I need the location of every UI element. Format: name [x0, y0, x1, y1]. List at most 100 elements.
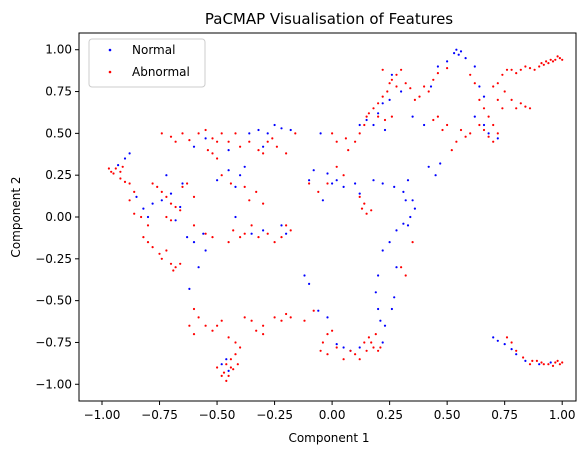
plot-area — [79, 33, 576, 401]
data-point-abnormal — [365, 115, 368, 118]
data-point-abnormal — [227, 336, 230, 339]
data-point-abnormal — [501, 107, 504, 110]
data-point-abnormal — [547, 62, 550, 65]
data-point-normal — [342, 346, 345, 349]
data-point-abnormal — [496, 98, 499, 101]
data-point-abnormal — [308, 182, 311, 185]
data-point-abnormal — [321, 341, 324, 344]
data-point-abnormal — [222, 371, 226, 374]
data-point-abnormal — [478, 98, 481, 101]
data-point-abnormal — [114, 167, 117, 170]
data-point-abnormal — [556, 359, 559, 362]
data-point-abnormal — [128, 182, 131, 185]
data-point-normal — [227, 149, 230, 152]
data-point-abnormal — [229, 358, 232, 361]
data-point-abnormal — [225, 379, 228, 382]
data-point-abnormal — [234, 341, 237, 344]
data-point-abnormal — [179, 262, 182, 265]
data-point-abnormal — [524, 105, 527, 108]
data-point-abnormal — [216, 366, 219, 369]
data-point-abnormal — [365, 349, 368, 352]
data-point-abnormal — [363, 341, 366, 344]
data-point-abnormal — [354, 353, 357, 356]
data-point-abnormal — [232, 368, 235, 371]
data-point-normal — [446, 60, 449, 63]
data-point-abnormal — [140, 215, 143, 219]
data-point-abnormal — [335, 165, 338, 168]
data-point-abnormal — [326, 333, 329, 336]
series-normal — [117, 48, 552, 372]
data-point-normal — [308, 179, 311, 182]
data-point-abnormal — [558, 363, 562, 366]
data-point-abnormal — [128, 199, 131, 202]
data-point-abnormal — [436, 115, 439, 118]
data-point-normal — [146, 215, 150, 219]
data-point-abnormal — [266, 140, 269, 143]
data-point-abnormal — [395, 73, 398, 76]
data-point-normal — [317, 309, 320, 312]
data-point-abnormal — [342, 358, 345, 361]
y-tick-label: −1.00 — [35, 377, 72, 391]
data-point-abnormal — [181, 132, 184, 135]
data-point-abnormal — [545, 60, 548, 63]
data-point-abnormal — [505, 68, 509, 71]
data-point-abnormal — [227, 140, 230, 143]
data-point-abnormal — [436, 72, 439, 75]
data-point-normal — [289, 128, 292, 132]
legend: Normal Abnormal — [88, 38, 206, 88]
data-point-normal — [487, 132, 490, 135]
data-point-normal — [459, 50, 463, 53]
data-point-abnormal — [549, 58, 552, 61]
data-point-normal — [192, 241, 196, 244]
data-point-abnormal — [119, 177, 122, 180]
data-point-abnormal — [542, 363, 545, 366]
data-point-abnormal — [404, 274, 407, 277]
data-point-normal — [123, 157, 127, 160]
data-point-normal — [395, 229, 398, 232]
data-point-abnormal — [165, 249, 168, 252]
data-point-normal — [216, 179, 219, 182]
data-point-abnormal — [179, 209, 182, 212]
data-point-normal — [257, 128, 260, 132]
data-point-abnormal — [239, 346, 242, 349]
data-point-normal — [117, 164, 120, 167]
data-point-abnormal — [174, 140, 177, 143]
data-point-abnormal — [204, 324, 207, 327]
data-point-abnormal — [169, 202, 173, 205]
y-tick-label: 0.75 — [45, 85, 72, 99]
data-point-abnormal — [423, 85, 426, 88]
data-point-abnormal — [271, 137, 274, 140]
data-point-normal — [381, 102, 384, 105]
data-point-abnormal — [232, 229, 235, 232]
data-point-abnormal — [501, 73, 504, 76]
data-point-abnormal — [331, 132, 334, 135]
data-point-normal — [188, 287, 191, 290]
data-point-abnormal — [255, 190, 258, 193]
data-point-abnormal — [158, 252, 161, 255]
data-point-normal — [243, 165, 246, 168]
data-point-abnormal — [496, 132, 499, 135]
data-point-abnormal — [538, 65, 541, 68]
data-point-normal — [377, 307, 380, 311]
x-tick-label: 0.25 — [376, 408, 403, 422]
data-point-abnormal — [227, 241, 230, 244]
x-tick-label: −0.50 — [199, 408, 236, 422]
data-point-abnormal — [119, 170, 122, 173]
data-point-abnormal — [390, 115, 393, 118]
data-point-normal — [400, 90, 403, 93]
data-point-abnormal — [342, 174, 345, 177]
data-point-normal — [482, 95, 486, 98]
data-point-normal — [411, 199, 414, 202]
data-point-abnormal — [358, 132, 361, 135]
data-point-normal — [250, 232, 253, 235]
data-point-normal — [374, 291, 377, 294]
data-point-abnormal — [160, 132, 163, 135]
data-point-normal — [473, 115, 476, 118]
data-point-normal — [383, 324, 387, 327]
data-point-normal — [510, 348, 513, 351]
data-point-normal — [439, 162, 442, 165]
data-point-abnormal — [192, 224, 196, 227]
data-point-abnormal — [551, 60, 555, 63]
data-point-abnormal — [446, 123, 449, 127]
data-point-normal — [365, 118, 368, 122]
